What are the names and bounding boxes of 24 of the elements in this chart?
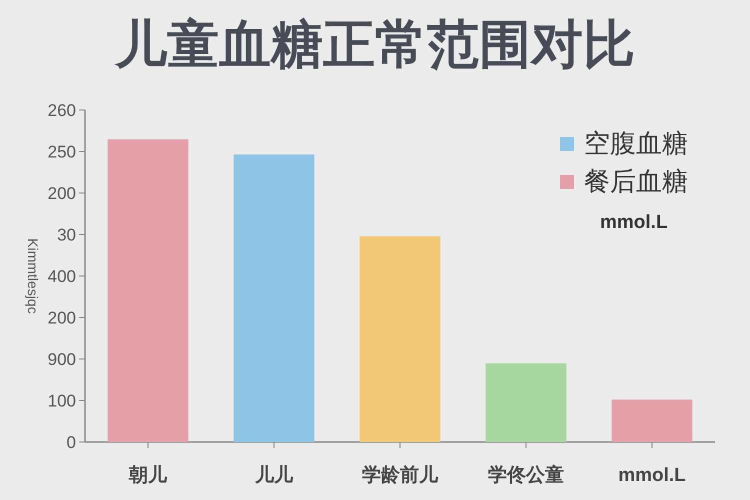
annotation: mmol.L: [600, 212, 668, 233]
legend-label: 空腹血糖: [584, 128, 688, 158]
legend-label: 餐后血糖: [584, 166, 688, 196]
chart-title: 儿童血糖正常范围对比: [114, 16, 635, 74]
y-axis-title: Kimmtlesjqc: [25, 238, 41, 314]
text: 900: [48, 350, 76, 369]
text: 200: [48, 184, 76, 203]
text: 260: [48, 101, 76, 120]
bar: [108, 139, 188, 442]
text: 100: [48, 392, 76, 410]
bar: [612, 400, 692, 442]
bar: [486, 363, 566, 442]
x-tick-label: 朝儿: [128, 464, 168, 486]
x-tick-label: mmol.L: [618, 465, 686, 486]
text: 250: [48, 142, 76, 162]
text: 200: [48, 308, 76, 328]
text: 400: [48, 267, 76, 286]
text: 0: [66, 433, 76, 452]
x-tick-label: 儿儿: [254, 464, 294, 486]
text: 30: [57, 226, 76, 244]
bar: [234, 154, 314, 442]
bar: [360, 236, 440, 442]
x-tick-label: 学龄前儿: [362, 464, 439, 486]
x-tick-label: 学佟公童: [488, 464, 564, 486]
